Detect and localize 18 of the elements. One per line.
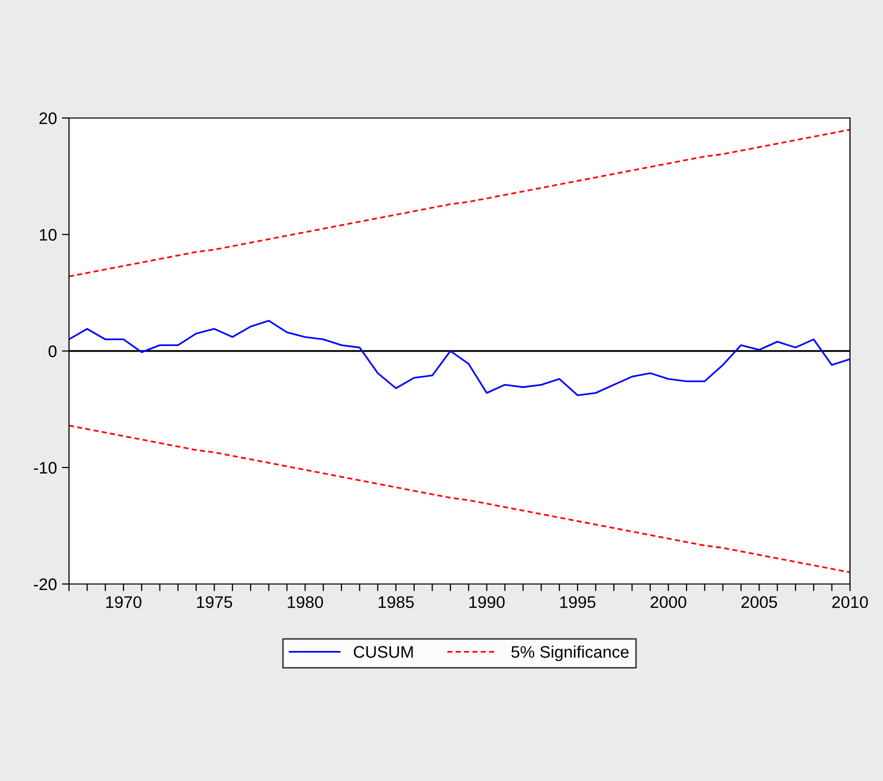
x-tick-label: 1985	[378, 596, 414, 608]
x-tick-label: 1995	[560, 596, 596, 608]
y-tick-label: 20	[39, 112, 57, 124]
x-tick-label: 2010	[832, 596, 868, 608]
x-tick-label: 2005	[741, 596, 778, 608]
x-tick-label: 2000	[650, 596, 686, 608]
legend-label: 5% Significance	[511, 646, 629, 662]
x-tick-label: 1970	[106, 596, 142, 608]
x-tick-label: 1975	[197, 596, 232, 608]
line-series	[69, 424, 850, 574]
x-tick-label: 1980	[288, 596, 324, 608]
y-tick-label: -20	[34, 578, 57, 590]
y-tick-label: 0	[48, 345, 57, 358]
y-tick-label: 10	[40, 228, 57, 241]
x-tick-label: 1990	[469, 596, 505, 608]
y-tick-label: -10	[34, 462, 57, 474]
line-series	[69, 128, 850, 278]
legend-label: CUSUM	[354, 646, 413, 658]
